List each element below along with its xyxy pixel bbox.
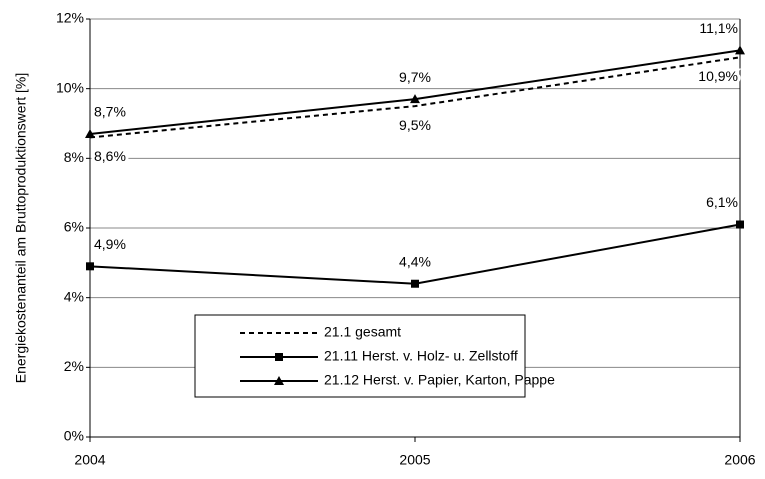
marker (410, 94, 420, 104)
data-label-bg: 9,5% (399, 117, 431, 133)
x-tick-label: 2005 (399, 452, 430, 468)
data-label: 10,9% (698, 68, 738, 84)
marker (274, 376, 284, 385)
marker (85, 128, 95, 138)
y-tick-label: 10% (56, 79, 84, 95)
legend (194, 314, 526, 398)
y-tick-label: 6% (64, 219, 84, 235)
legend-label: 21.11 Herst. v. Holz- u. Zellstoff (324, 348, 518, 364)
y-tick-label: 2% (64, 358, 84, 374)
data-label: 9,5% (399, 117, 431, 133)
marker (86, 262, 94, 271)
data-label: 6,1% (706, 194, 738, 210)
marker (411, 279, 419, 288)
data-label: 8,7% (94, 104, 126, 120)
x-tick-label: 2006 (724, 452, 755, 468)
y-axis-label: Energiekostenanteil am Bruttoproduktions… (13, 73, 29, 384)
line (89, 56, 741, 139)
data-label: 8,6% (94, 148, 126, 164)
data-label: 11,1% (699, 20, 738, 36)
data-label: 9,7% (399, 69, 431, 85)
marker (275, 353, 283, 361)
y-tick-label: 8% (64, 149, 84, 165)
data-label: 4,9% (94, 236, 126, 252)
legend-label: 21.1 gesamt (324, 324, 401, 340)
data-label-bg: 8,6% (94, 148, 126, 164)
y-tick-label: 12% (56, 10, 84, 26)
marker (736, 220, 744, 229)
y-tick-label: 4% (64, 288, 84, 304)
y-tick-label: 0% (64, 428, 84, 444)
data-label: 4,4% (399, 253, 431, 269)
legend-label: 21.12 Herst. v. Papier, Karton, Pappe (324, 372, 555, 388)
marker (735, 45, 745, 55)
x-tick-label: 2004 (74, 452, 105, 468)
data-label-bg: 10,9% (698, 68, 738, 84)
